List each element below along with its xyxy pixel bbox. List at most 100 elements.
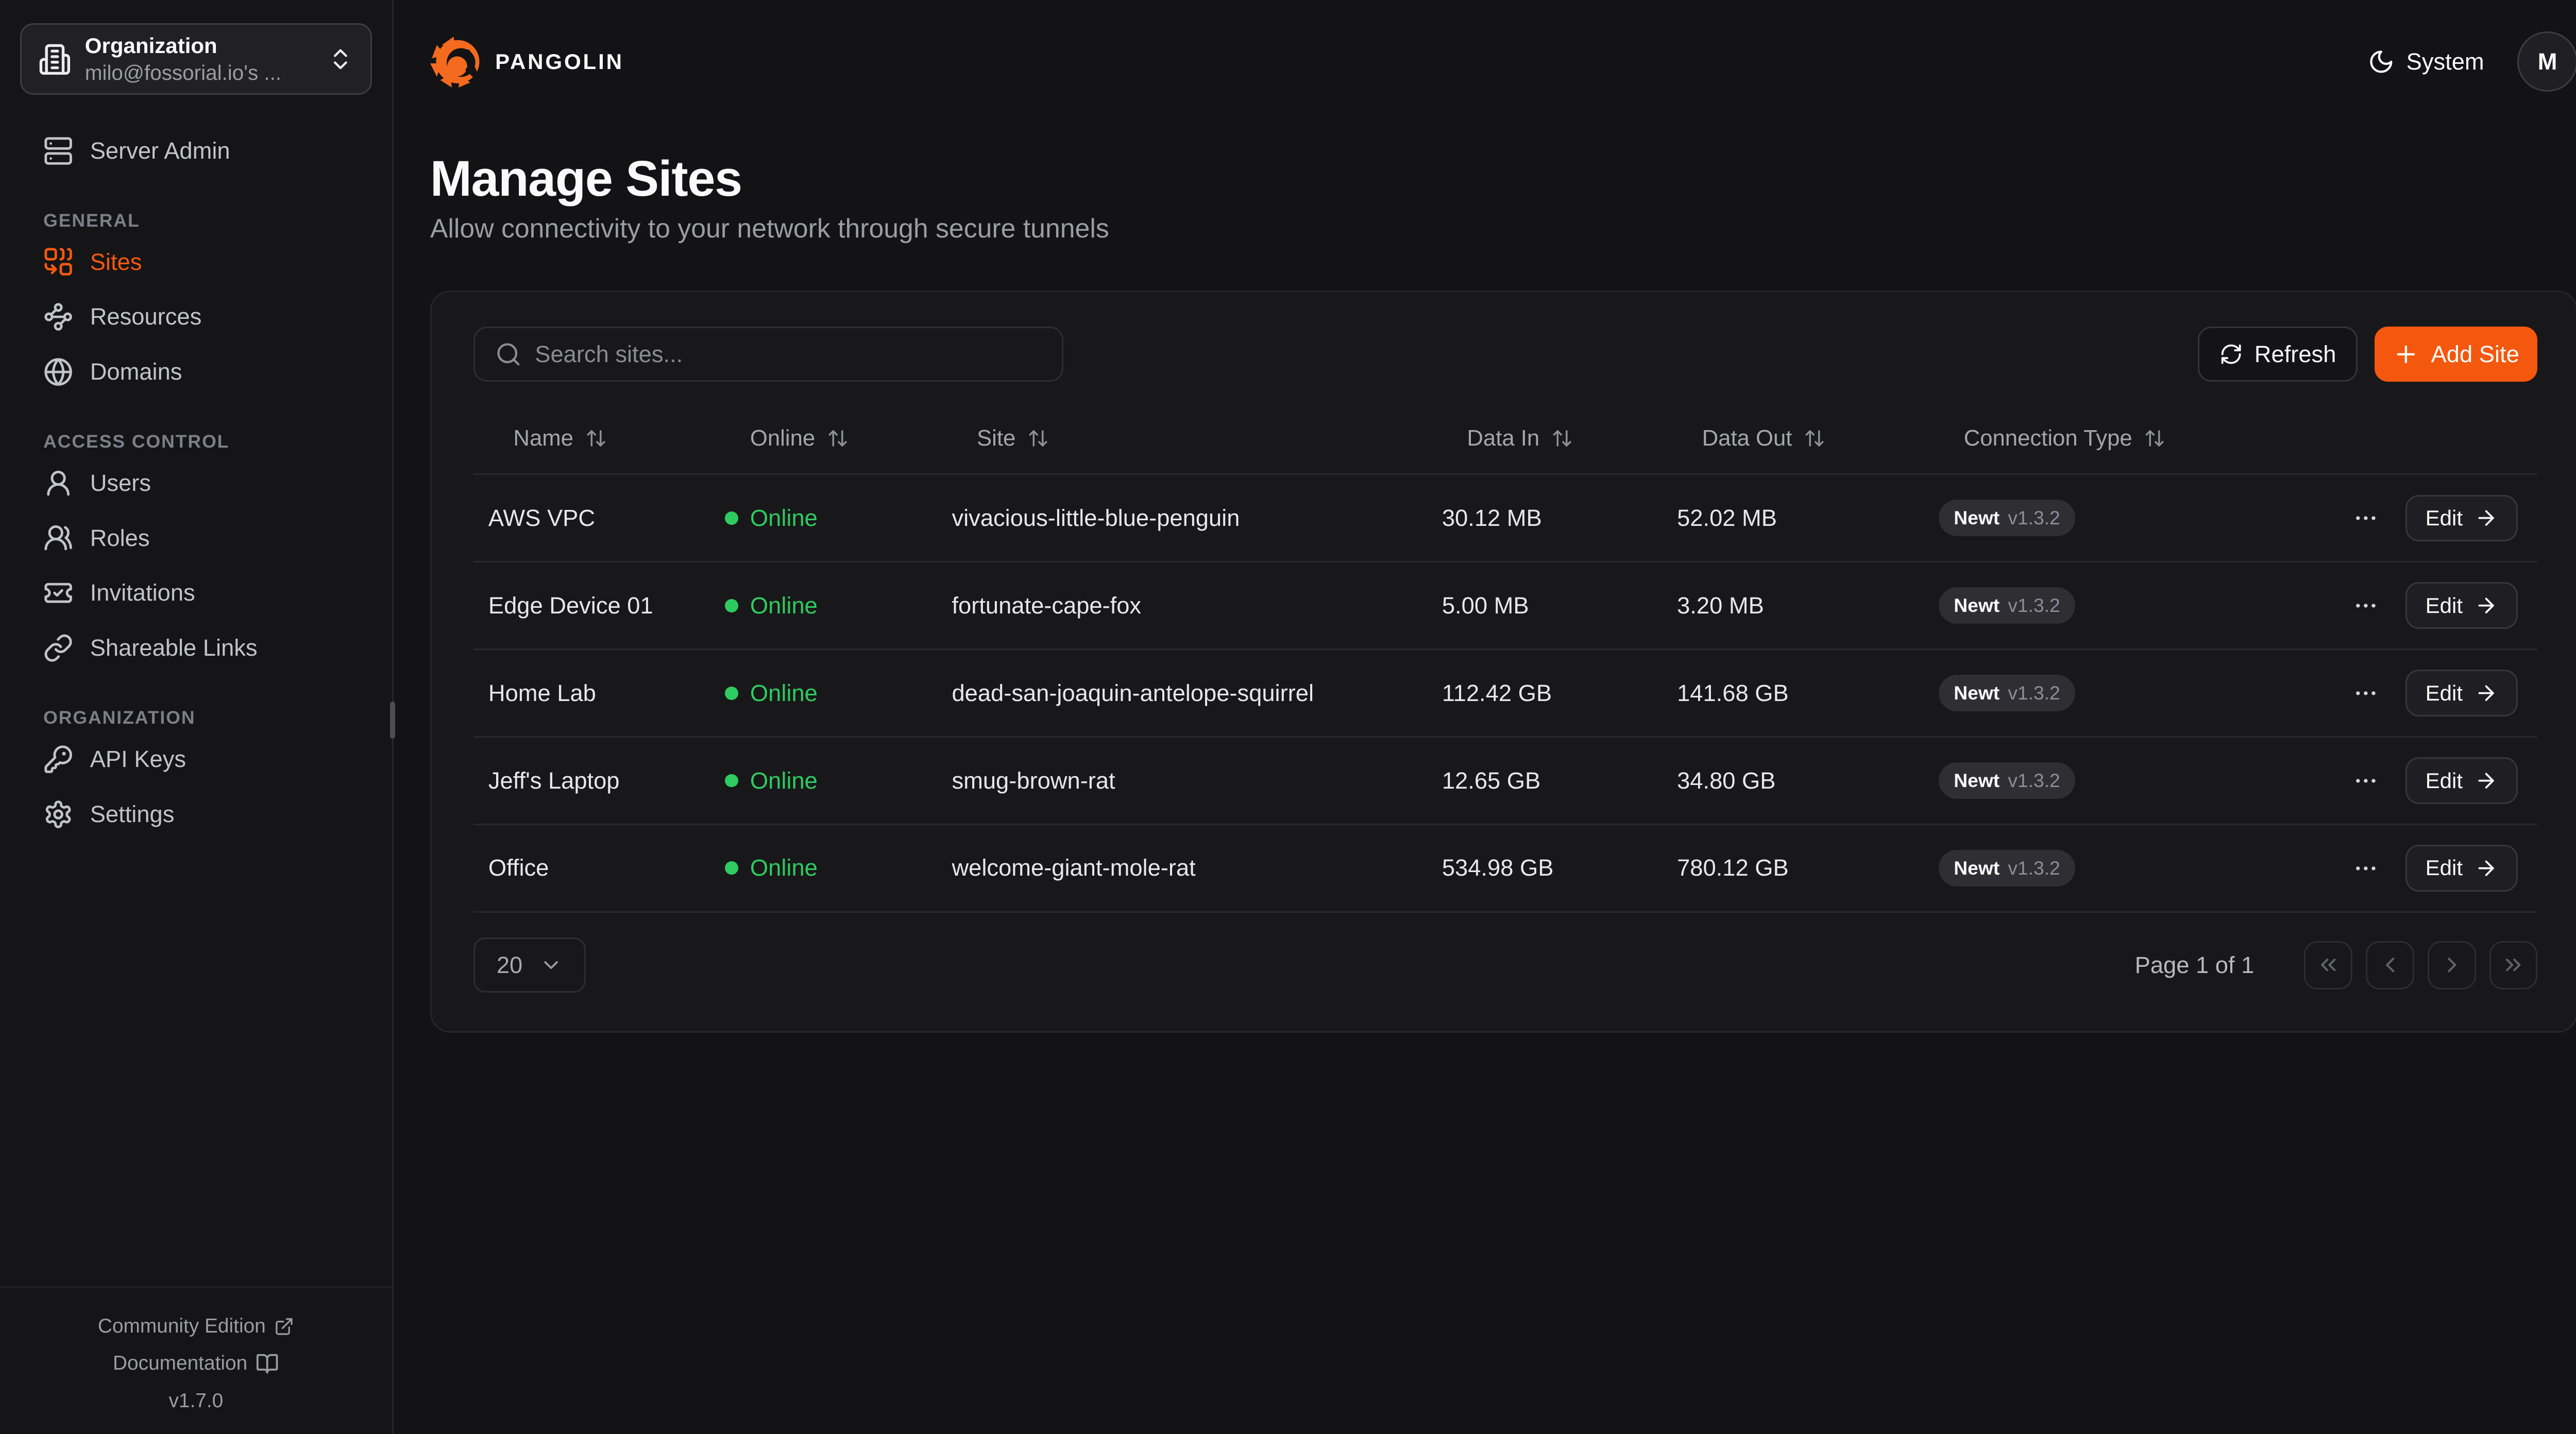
site-id-cell: vivacious-little-blue-penguin bbox=[952, 504, 1240, 531]
theme-toggle[interactable]: System bbox=[2368, 48, 2484, 75]
data-out-cell: 3.20 MB bbox=[1677, 592, 1764, 619]
building-icon bbox=[38, 43, 72, 76]
sidebar-item-resources[interactable]: Resources bbox=[20, 289, 372, 345]
row-menu-button[interactable] bbox=[2349, 589, 2382, 622]
last-page-button[interactable] bbox=[2489, 941, 2538, 989]
arrow-right-icon bbox=[2475, 857, 2498, 880]
online-dot bbox=[725, 686, 739, 700]
combine-icon bbox=[43, 247, 73, 277]
data-in-cell: 112.42 GB bbox=[1442, 679, 1552, 706]
row-menu-button[interactable] bbox=[2349, 764, 2382, 797]
sort-icon bbox=[1804, 428, 1825, 449]
topbar: PANGOLIN System M bbox=[394, 0, 2576, 123]
documentation-link[interactable]: Documentation bbox=[113, 1345, 279, 1382]
page-subtitle: Allow connectivity to your network throu… bbox=[430, 213, 1109, 243]
online-dot bbox=[725, 861, 739, 875]
sidebar-item-invitations[interactable]: Invitations bbox=[20, 566, 372, 621]
search-icon bbox=[495, 341, 522, 368]
sidebar-nav: Server Admin GENERAL Sites Resources Dom… bbox=[0, 95, 392, 842]
table-row: Home Lab Online dead-san-joaquin-antelop… bbox=[473, 650, 2538, 738]
table-body: AWS VPC Online vivacious-little-blue-pen… bbox=[473, 475, 2538, 913]
data-out-cell: 52.02 MB bbox=[1677, 504, 1777, 531]
sort-icon bbox=[585, 428, 607, 449]
row-menu-button[interactable] bbox=[2349, 851, 2382, 885]
online-status-cell: Online bbox=[725, 680, 952, 707]
table-footer: 20 Page 1 of 1 bbox=[473, 937, 2538, 993]
site-name-cell: Edge Device 01 bbox=[488, 592, 653, 619]
column-header-name[interactable]: Name bbox=[488, 425, 725, 451]
org-selector[interactable]: Organization milo@fossorial.io's ... bbox=[20, 23, 372, 95]
search-input[interactable] bbox=[535, 340, 1042, 368]
ellipsis-icon bbox=[2352, 855, 2379, 882]
chevron-left-icon bbox=[2378, 952, 2403, 978]
arrow-right-icon bbox=[2475, 594, 2498, 617]
chevrons-left-icon bbox=[2316, 952, 2341, 978]
add-site-button[interactable]: Add Site bbox=[2374, 327, 2538, 382]
edit-button[interactable]: Edit bbox=[2405, 670, 2518, 716]
main-area: PANGOLIN System M Manage Sites Allow con… bbox=[394, 0, 2576, 1433]
refresh-button[interactable]: Refresh bbox=[2198, 327, 2358, 382]
data-in-cell: 30.12 MB bbox=[1442, 504, 1542, 531]
connection-type-badge: Newt v1.3.2 bbox=[1939, 587, 2075, 624]
ellipsis-icon bbox=[2352, 680, 2379, 707]
sidebar-item-api-keys[interactable]: API Keys bbox=[20, 732, 372, 787]
column-header-site[interactable]: Site bbox=[952, 425, 1442, 451]
online-status-cell: Online bbox=[725, 855, 952, 881]
edit-button[interactable]: Edit bbox=[2405, 582, 2518, 629]
ellipsis-icon bbox=[2352, 767, 2379, 794]
brand[interactable]: PANGOLIN bbox=[430, 35, 624, 89]
plus-icon bbox=[2393, 341, 2419, 368]
online-status-cell: Online bbox=[725, 592, 952, 619]
column-header-data-in[interactable]: Data In bbox=[1442, 425, 1677, 451]
connection-type-badge: Newt v1.3.2 bbox=[1939, 762, 2075, 799]
arrow-right-icon bbox=[2475, 769, 2498, 792]
site-id-cell: smug-brown-rat bbox=[952, 767, 1115, 794]
edit-button[interactable]: Edit bbox=[2405, 845, 2518, 892]
community-edition-link[interactable]: Community Edition bbox=[98, 1308, 294, 1345]
page-size-select[interactable]: 20 bbox=[473, 937, 586, 993]
pangolin-logo-icon bbox=[430, 35, 484, 89]
online-dot bbox=[725, 774, 739, 788]
row-menu-button[interactable] bbox=[2349, 502, 2382, 535]
key-icon bbox=[43, 744, 73, 774]
first-page-button[interactable] bbox=[2304, 941, 2353, 989]
next-page-button[interactable] bbox=[2427, 941, 2476, 989]
sidebar: Organization milo@fossorial.io's ... Ser… bbox=[0, 0, 396, 1433]
site-id-cell: welcome-giant-mole-rat bbox=[952, 855, 1196, 881]
sidebar-item-server-admin[interactable]: Server Admin bbox=[20, 123, 372, 178]
sidebar-resize-handle[interactable] bbox=[390, 702, 396, 739]
site-name-cell: AWS VPC bbox=[488, 504, 596, 531]
avatar[interactable]: M bbox=[2517, 31, 2576, 92]
site-name-cell: Office bbox=[488, 855, 549, 881]
sidebar-item-roles[interactable]: Roles bbox=[20, 510, 372, 566]
column-header-data-out[interactable]: Data Out bbox=[1677, 425, 1939, 451]
previous-page-button[interactable] bbox=[2366, 941, 2414, 989]
sidebar-item-settings[interactable]: Settings bbox=[20, 787, 372, 842]
version-label: v1.7.0 bbox=[168, 1390, 224, 1412]
column-header-online[interactable]: Online bbox=[725, 425, 952, 451]
table-header-row: Name Online Site Data In Data Out Connec… bbox=[473, 403, 2538, 475]
site-name-cell: Jeff's Laptop bbox=[488, 767, 620, 794]
sidebar-item-domains[interactable]: Domains bbox=[20, 345, 372, 400]
sidebar-item-users[interactable]: Users bbox=[20, 455, 372, 510]
row-menu-button[interactable] bbox=[2349, 676, 2382, 710]
org-selector-value: milo@fossorial.io's ... bbox=[84, 60, 282, 84]
data-in-cell: 534.98 GB bbox=[1442, 855, 1554, 881]
chevron-right-icon bbox=[2439, 952, 2465, 978]
edit-button[interactable]: Edit bbox=[2405, 494, 2518, 542]
link-icon bbox=[43, 633, 73, 663]
table-toolbar: Refresh Add Site bbox=[473, 327, 2538, 382]
sidebar-item-sites[interactable]: Sites bbox=[20, 234, 372, 289]
sidebar-section-organization: ORGANIZATION bbox=[43, 707, 196, 728]
edit-button[interactable]: Edit bbox=[2405, 757, 2518, 804]
column-header-connection-type[interactable]: Connection Type bbox=[1939, 425, 2339, 451]
sidebar-item-shareable-links[interactable]: Shareable Links bbox=[20, 621, 372, 676]
page-title: Manage Sites bbox=[430, 150, 742, 207]
sites-table: Name Online Site Data In Data Out Connec… bbox=[473, 403, 2538, 913]
online-status-cell: Online bbox=[725, 505, 952, 532]
data-in-cell: 12.65 GB bbox=[1442, 767, 1541, 794]
online-status-cell: Online bbox=[725, 767, 952, 794]
table-row: Jeff's Laptop Online smug-brown-rat 12.6… bbox=[473, 738, 2538, 825]
user-icon bbox=[43, 468, 73, 498]
